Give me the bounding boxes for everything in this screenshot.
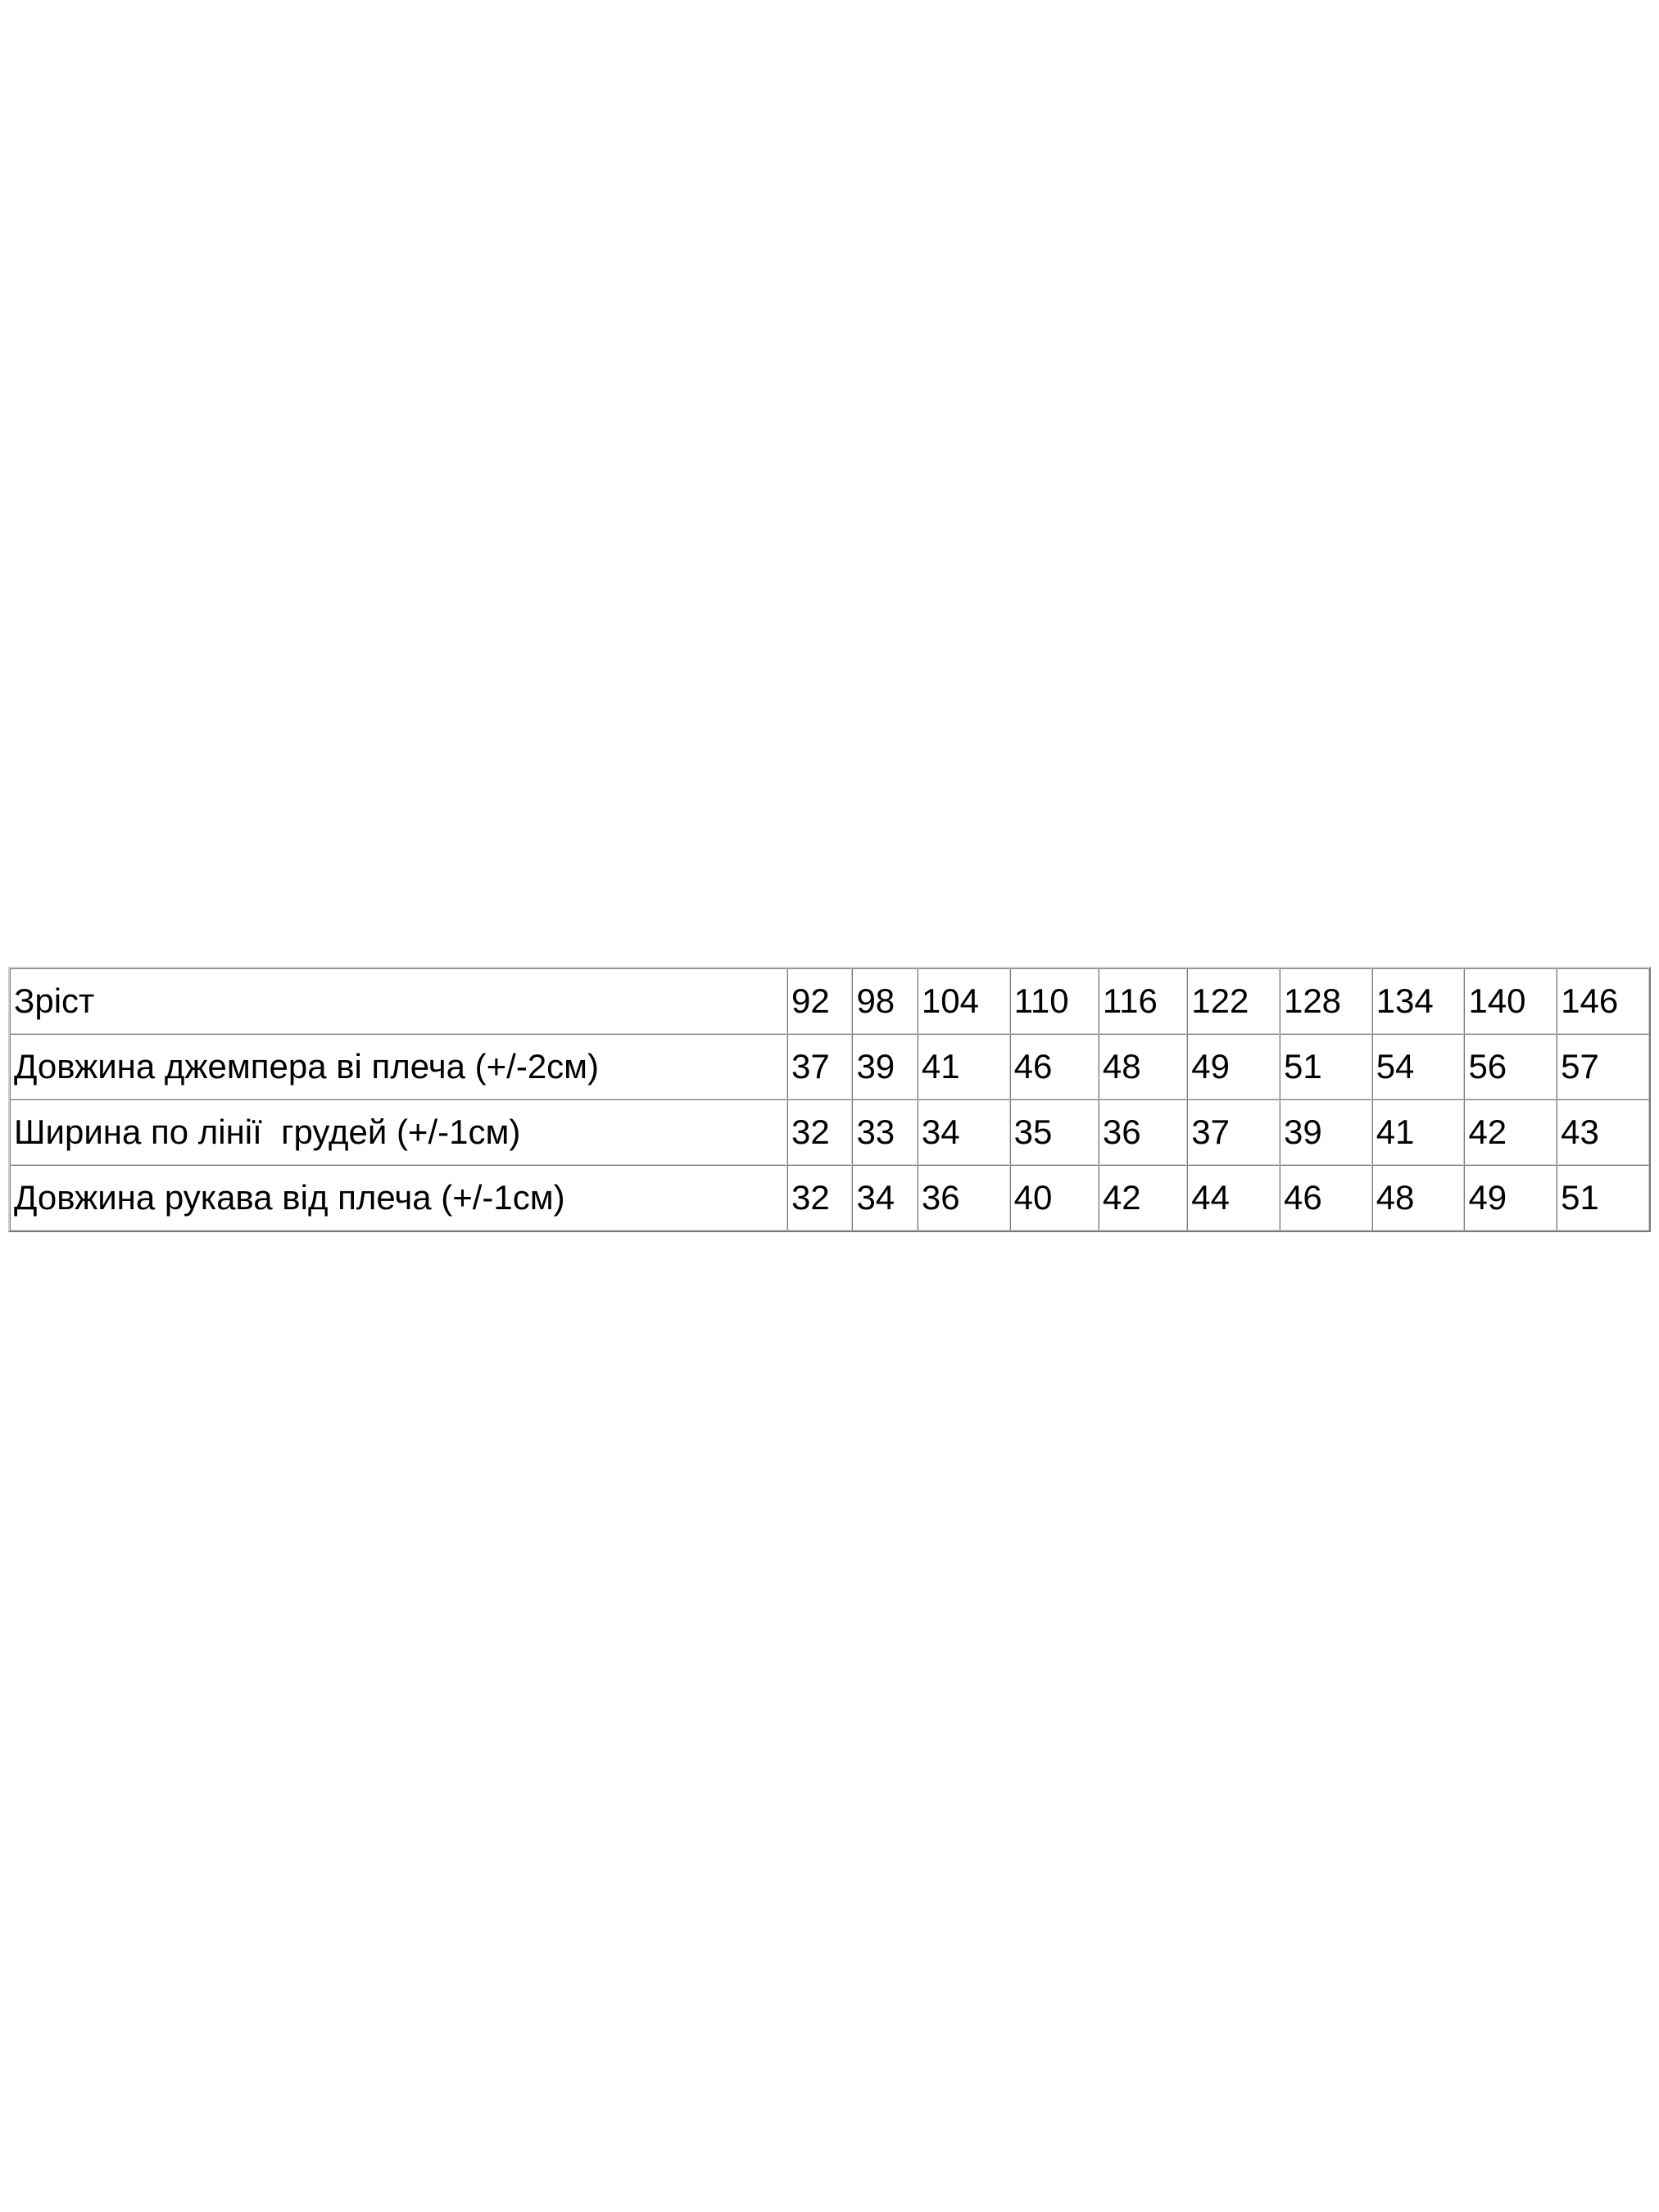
row-label-sleeve-length: Довжина рукава від плеча (+/-1см): [10, 1165, 787, 1231]
cell-sleeve-length-8: 48: [1371, 1165, 1465, 1231]
cell-height-116: 116: [1098, 968, 1188, 1034]
cell-jumper-length-7: 51: [1279, 1034, 1372, 1099]
cell-jumper-length-6: 49: [1187, 1034, 1280, 1099]
cell-jumper-length-10: 57: [1557, 1034, 1649, 1099]
row-label-chest-width: Ширина по лінії грудей (+/-1см): [10, 1099, 787, 1165]
cell-sleeve-length-3: 36: [917, 1165, 1010, 1231]
cell-jumper-length-9: 56: [1464, 1034, 1557, 1099]
table-row: Довжина джемпера ві плеча (+/-2см) 37 39…: [10, 1034, 1649, 1099]
cell-sleeve-length-9: 49: [1464, 1165, 1557, 1231]
table-row: Довжина рукава від плеча (+/-1см) 32 34 …: [10, 1165, 1649, 1231]
cell-chest-width-1: 32: [787, 1099, 853, 1165]
size-chart-container: Зріст 92 98 104 110 116 122 128 134 140 …: [8, 967, 1651, 1232]
table-row: Ширина по лінії грудей (+/-1см) 32 33 34…: [10, 1099, 1649, 1165]
cell-height-98: 98: [852, 968, 918, 1034]
size-chart-body: Зріст 92 98 104 110 116 122 128 134 140 …: [10, 968, 1649, 1231]
cell-sleeve-length-1: 32: [787, 1165, 853, 1231]
cell-chest-width-9: 42: [1464, 1099, 1557, 1165]
cell-jumper-length-4: 46: [1009, 1034, 1099, 1099]
cell-sleeve-length-4: 40: [1009, 1165, 1099, 1231]
cell-chest-width-8: 41: [1371, 1099, 1465, 1165]
table-row: Зріст 92 98 104 110 116 122 128 134 140 …: [10, 968, 1649, 1034]
cell-height-146: 146: [1557, 968, 1649, 1034]
cell-chest-width-4: 35: [1009, 1099, 1099, 1165]
cell-chest-width-7: 39: [1279, 1099, 1372, 1165]
cell-height-134: 134: [1371, 968, 1465, 1034]
cell-sleeve-length-6: 44: [1187, 1165, 1280, 1231]
row-label-jumper-length: Довжина джемпера ві плеча (+/-2см): [10, 1034, 787, 1099]
cell-height-92: 92: [787, 968, 853, 1034]
cell-sleeve-length-7: 46: [1279, 1165, 1372, 1231]
cell-chest-width-3: 34: [917, 1099, 1010, 1165]
cell-jumper-length-3: 41: [917, 1034, 1010, 1099]
cell-chest-width-5: 36: [1098, 1099, 1188, 1165]
cell-sleeve-length-5: 42: [1098, 1165, 1188, 1231]
cell-height-104: 104: [917, 968, 1010, 1034]
cell-jumper-length-5: 48: [1098, 1034, 1188, 1099]
cell-jumper-length-1: 37: [787, 1034, 853, 1099]
cell-height-122: 122: [1187, 968, 1280, 1034]
cell-sleeve-length-10: 51: [1557, 1165, 1649, 1231]
cell-chest-width-2: 33: [852, 1099, 918, 1165]
cell-chest-width-6: 37: [1187, 1099, 1280, 1165]
cell-height-110: 110: [1009, 968, 1099, 1034]
row-label-height: Зріст: [10, 968, 787, 1034]
size-chart-table: Зріст 92 98 104 110 116 122 128 134 140 …: [8, 967, 1651, 1232]
cell-height-128: 128: [1279, 968, 1372, 1034]
cell-jumper-length-2: 39: [852, 1034, 918, 1099]
cell-height-140: 140: [1464, 968, 1557, 1034]
cell-sleeve-length-2: 34: [852, 1165, 918, 1231]
cell-jumper-length-8: 54: [1371, 1034, 1465, 1099]
cell-chest-width-10: 43: [1557, 1099, 1649, 1165]
